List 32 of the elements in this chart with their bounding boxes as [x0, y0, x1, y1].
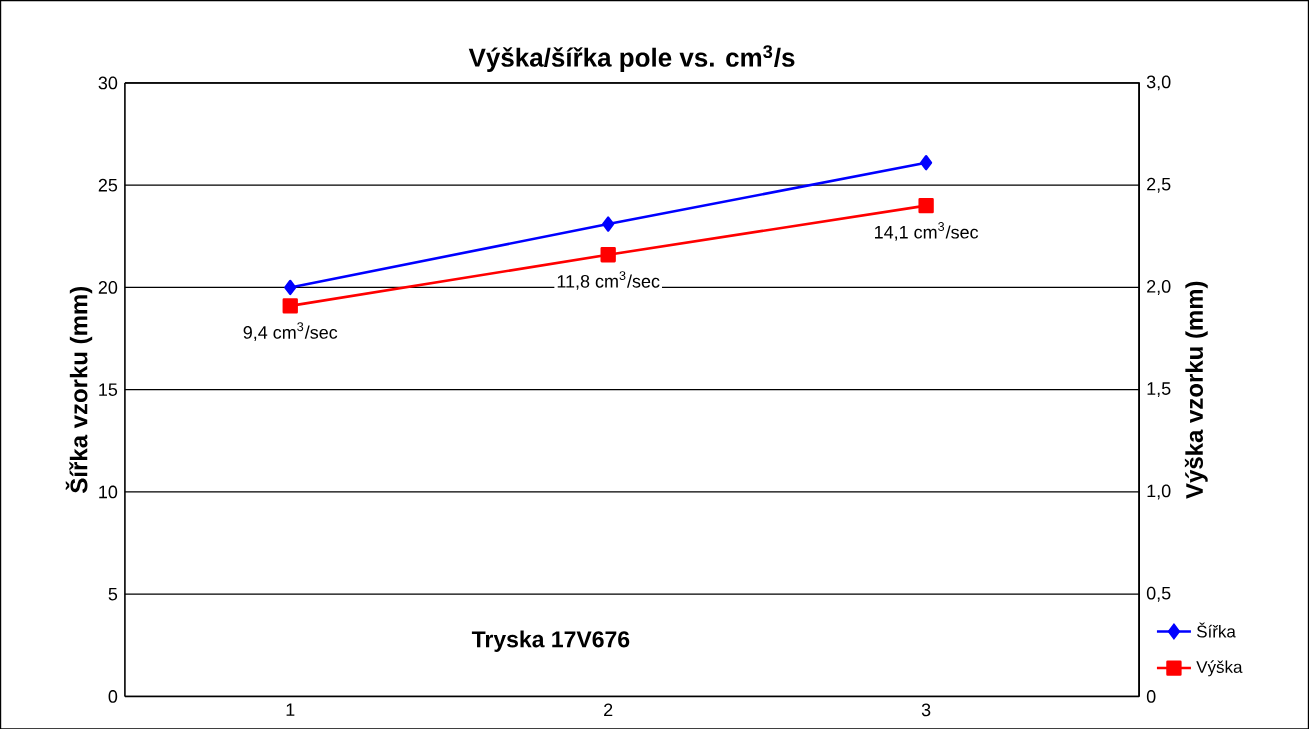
y2-tick-label: 2,5 — [1147, 177, 1171, 193]
y-tick-label: 20 — [98, 280, 118, 294]
y2-tick-label: 1,5 — [1147, 382, 1171, 397]
y-tick-label: 5 — [108, 587, 118, 601]
y-tick-label: 10 — [99, 485, 118, 499]
chart-title: Výška/šířka pole vs. cm$^{3}$/s — [468, 44, 795, 72]
annotation: Tryska 17V676 — [471, 630, 630, 652]
point — [600, 246, 616, 263]
x-tick-label: 1 — [286, 703, 295, 716]
y-tick-label: 25 — [98, 178, 118, 192]
y2-tick-label: 0,5 — [1146, 586, 1171, 602]
point — [918, 197, 934, 214]
annotation: 11,8 cm$^{3}$/sec — [557, 270, 660, 290]
y2-tick-label: 1,0 — [1147, 484, 1171, 500]
point — [284, 279, 297, 295]
point — [602, 216, 615, 232]
y2-tick-label: 3,0 — [1146, 75, 1171, 91]
y2-tick-label: 2,0 — [1147, 279, 1171, 295]
legend-label: Výška — [1196, 660, 1243, 677]
y-tick-label: 0 — [108, 689, 118, 703]
point — [920, 154, 933, 171]
annotation: 9,4 cm$^{3}$/sec — [243, 322, 338, 341]
y2-axis-title: Výška vzorku (mm) — [1184, 281, 1208, 499]
annotation: 14,1 cm$^{3}$/sec — [875, 221, 979, 241]
legend-label: Šířka — [1196, 622, 1236, 638]
point — [282, 297, 298, 314]
x-tick-label: 3 — [921, 703, 931, 717]
x-tick-label: 2 — [604, 703, 613, 716]
y-axis-title: Šířka vzorku (mm) — [65, 286, 93, 493]
y2-tick-label: 0 — [1146, 689, 1156, 703]
y-tick-label: 15 — [99, 383, 118, 396]
y-tick-label: 30 — [98, 76, 118, 90]
